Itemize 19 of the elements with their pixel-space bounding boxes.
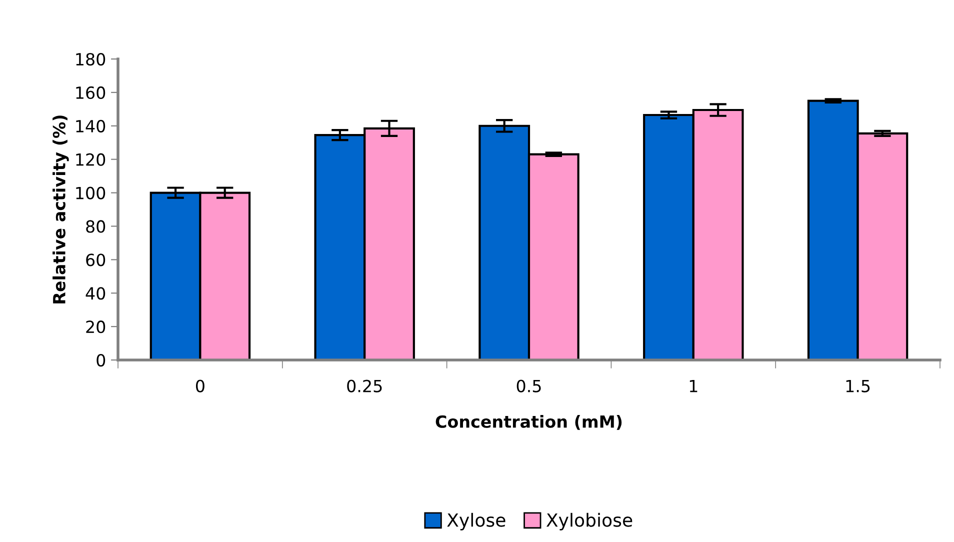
y-tick-label: 100 xyxy=(76,186,106,200)
y-tick-label: 160 xyxy=(76,86,106,100)
y-tick-label: 0 xyxy=(96,354,106,367)
x-tick-label: 0.5 xyxy=(516,380,541,392)
legend-label: Xylose xyxy=(447,512,506,530)
y-tick-label: 40 xyxy=(86,287,106,300)
x-tick-label: 0 xyxy=(196,380,204,392)
x-axis-title: Concentration (mM) xyxy=(436,415,622,430)
y-tick-label: 20 xyxy=(86,320,106,334)
y-axis-title: Relative activity (%) xyxy=(52,116,69,304)
y-tick-label: 80 xyxy=(86,220,106,233)
x-tick-label: 1 xyxy=(690,380,698,392)
y-tick-label: 180 xyxy=(76,52,106,66)
y-tick-label: 140 xyxy=(76,120,106,132)
x-tick-label: 0.25 xyxy=(347,380,382,392)
legend-label: Xylobiose xyxy=(546,512,632,530)
y-tick-label: 60 xyxy=(86,254,106,266)
y-tick-label: 120 xyxy=(76,153,106,166)
x-tick-label: 1.5 xyxy=(846,380,870,392)
